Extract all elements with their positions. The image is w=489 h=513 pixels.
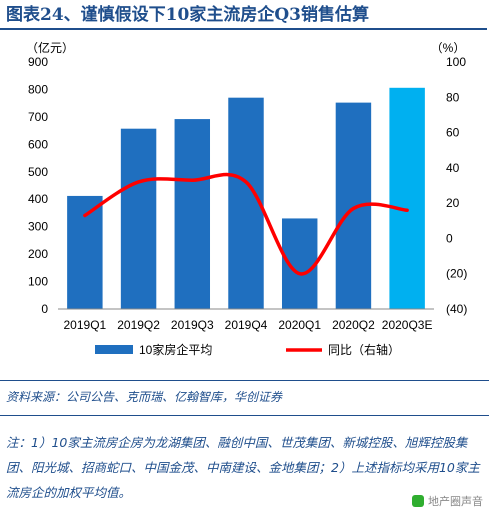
- x-tick-label: 2020Q3E: [382, 318, 433, 332]
- left-tick-label: 300: [28, 220, 48, 234]
- right-tick-label: 80: [446, 90, 460, 104]
- x-tick-label: 2019Q3: [171, 318, 214, 332]
- left-tick-label: 800: [28, 82, 48, 96]
- right-axis-ticks: (40) (20) 0 20 40 60 80 100: [446, 55, 467, 316]
- left-tick-label: 500: [28, 165, 48, 179]
- right-tick-label: 20: [446, 196, 460, 210]
- left-tick-label: 200: [28, 247, 48, 261]
- left-tick-label: 600: [28, 137, 48, 151]
- x-tick-label: 2019Q4: [225, 318, 268, 332]
- right-axis-unit: （%）: [431, 41, 466, 55]
- left-axis-ticks: 0 100 200 300 400 500 600 700 800 900: [28, 55, 48, 316]
- left-tick-label: 0: [41, 302, 48, 316]
- bar-2019Q1: [67, 195, 103, 309]
- left-tick-label: 900: [28, 55, 48, 69]
- bar-2019Q2: [120, 128, 157, 309]
- left-tick-label: 400: [28, 192, 48, 206]
- source-separator: [0, 380, 489, 381]
- legend-bar-label: 10家房企平均: [139, 342, 212, 357]
- source-text: 资料来源：公司公告、克而瑞、亿翰智库，华创证券: [6, 390, 283, 404]
- bar-2020Q3E: [389, 87, 425, 309]
- legend-line-label: 同比（右轴）: [328, 342, 400, 357]
- x-tick-label: 2019Q2: [117, 318, 160, 332]
- right-tick-label: (20): [446, 267, 467, 281]
- legend: 10家房企平均 同比（右轴）: [95, 342, 400, 357]
- right-tick-label: 0: [446, 231, 453, 245]
- right-tick-label: 40: [446, 161, 460, 175]
- yoy-line: [83, 172, 409, 276]
- note-text: 注：1）10家主流房企房为龙湖集团、融创中国、世茂集团、新城控股、旭辉控股集团、…: [6, 435, 480, 500]
- legend-bar-swatch: [95, 345, 133, 354]
- wechat-icon: [412, 495, 424, 507]
- right-tick-label: 60: [446, 126, 460, 140]
- bar-series: [67, 87, 425, 310]
- left-tick-label: 700: [28, 110, 48, 124]
- x-tick-label: 2020Q2: [332, 318, 375, 332]
- figure-title: 图表24、谨慎假设下10家主流房企Q3销售估算: [0, 0, 487, 30]
- bar-2019Q3: [174, 119, 211, 309]
- x-tick-label: 2019Q1: [64, 318, 107, 332]
- left-axis-unit: （亿元）: [26, 40, 74, 55]
- x-axis-categories: 2019Q1 2019Q2 2019Q3 2019Q4 2020Q1 2020Q2 2020…: [64, 318, 433, 332]
- x-tick-label: 2020Q1: [278, 318, 321, 332]
- right-tick-label: (40): [446, 302, 467, 316]
- left-tick-label: 100: [28, 275, 48, 289]
- watermark: 地产圈声音: [412, 493, 483, 509]
- yoy-line-series: [83, 172, 409, 276]
- watermark-text: 地产圈声音: [428, 495, 483, 508]
- right-tick-label: 100: [446, 55, 466, 69]
- note-separator: [0, 415, 489, 416]
- bar-2019Q4: [228, 97, 264, 309]
